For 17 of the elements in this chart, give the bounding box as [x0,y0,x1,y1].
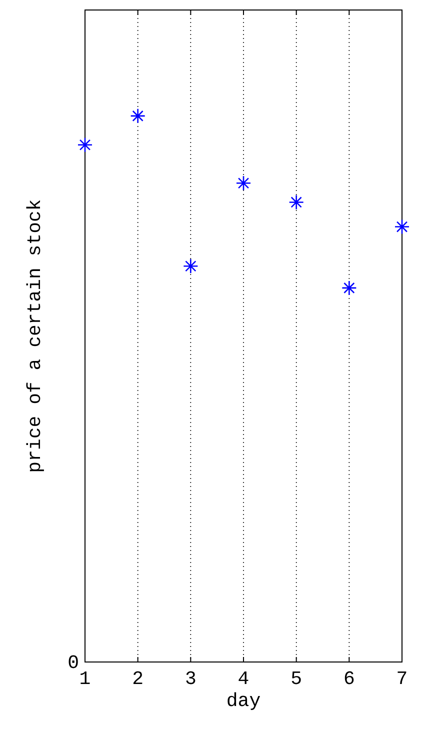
x-tick-label: 6 [343,668,355,690]
point [236,175,252,191]
point [130,108,146,124]
x-tick-label: 5 [290,668,302,690]
y-axis-title: price of a certain stock [24,199,46,473]
x-tick-label: 7 [396,668,408,690]
point [342,280,357,296]
x-tick-label: 1 [79,668,91,690]
x-tick-label: 4 [238,668,250,690]
point [183,258,198,274]
x-tick-label: 2 [132,668,144,690]
point [77,137,93,153]
x-axis-title: day [226,690,261,712]
point [394,219,410,234]
text: 0 [68,652,79,674]
point [288,194,304,210]
x-tick-label: 3 [184,668,196,690]
